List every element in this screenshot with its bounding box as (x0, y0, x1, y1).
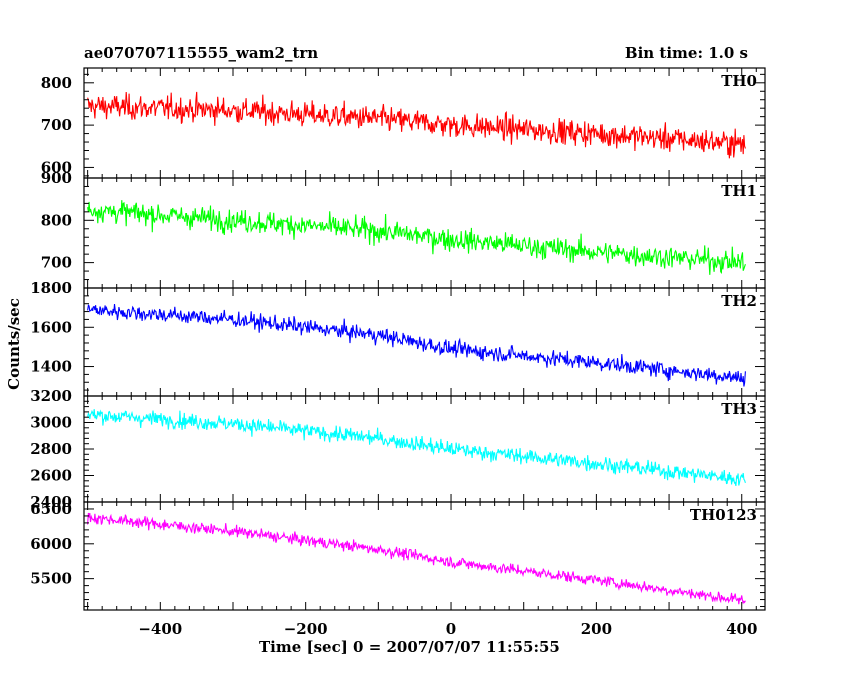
panel-label-th0123: TH0123 (690, 506, 757, 524)
series-th0 (87, 91, 746, 159)
y-axis-label: Counts/sec (5, 298, 23, 390)
panel-frame-th3 (83, 395, 766, 503)
y-tick-label: 1800 (30, 279, 72, 297)
x-tick-label: 200 (581, 620, 612, 638)
series-th1 (87, 200, 746, 275)
x-tick-label: 0 (446, 620, 456, 638)
x-tick-label: −200 (284, 620, 328, 638)
y-tick-label: 3200 (30, 387, 72, 405)
y-tick-label: 700 (41, 116, 72, 134)
chart-title: ae070707115555_wam2_trn (84, 44, 319, 62)
x-tick-label: −400 (138, 620, 182, 638)
y-tick-label: 900 (41, 169, 72, 187)
bin-time-label: Bin time: 1.0 s (624, 44, 748, 62)
y-tick-label: 2800 (30, 440, 72, 458)
panel-label-th1: TH1 (721, 182, 757, 200)
series-th0123 (87, 512, 746, 605)
panel-frame-th0123 (83, 501, 766, 611)
x-axis-label: Time [sec] 0 = 2007/07/07 11:55:55 (259, 638, 560, 656)
series-th3 (87, 409, 746, 487)
panel-label-th0: TH0 (721, 72, 757, 90)
panel-label-th2: TH2 (721, 292, 757, 310)
y-tick-label: 2400 (30, 493, 72, 511)
y-tick-label: 700 (41, 254, 72, 272)
y-tick-label: 6500 (30, 500, 72, 518)
panel-label-th3: TH3 (721, 400, 757, 418)
y-tick-label: 2600 (30, 467, 72, 485)
y-tick-label: 600 (41, 158, 72, 176)
x-tick-label: 400 (726, 620, 757, 638)
y-tick-label: 6000 (30, 535, 72, 553)
y-tick-label: 3000 (30, 414, 72, 432)
y-tick-label: 5500 (30, 570, 72, 588)
y-tick-label: 1400 (30, 358, 72, 376)
y-tick-label: 800 (41, 74, 72, 92)
y-tick-label: 1600 (30, 318, 72, 336)
series-th2 (87, 304, 746, 387)
y-tick-label: 800 (41, 211, 72, 229)
